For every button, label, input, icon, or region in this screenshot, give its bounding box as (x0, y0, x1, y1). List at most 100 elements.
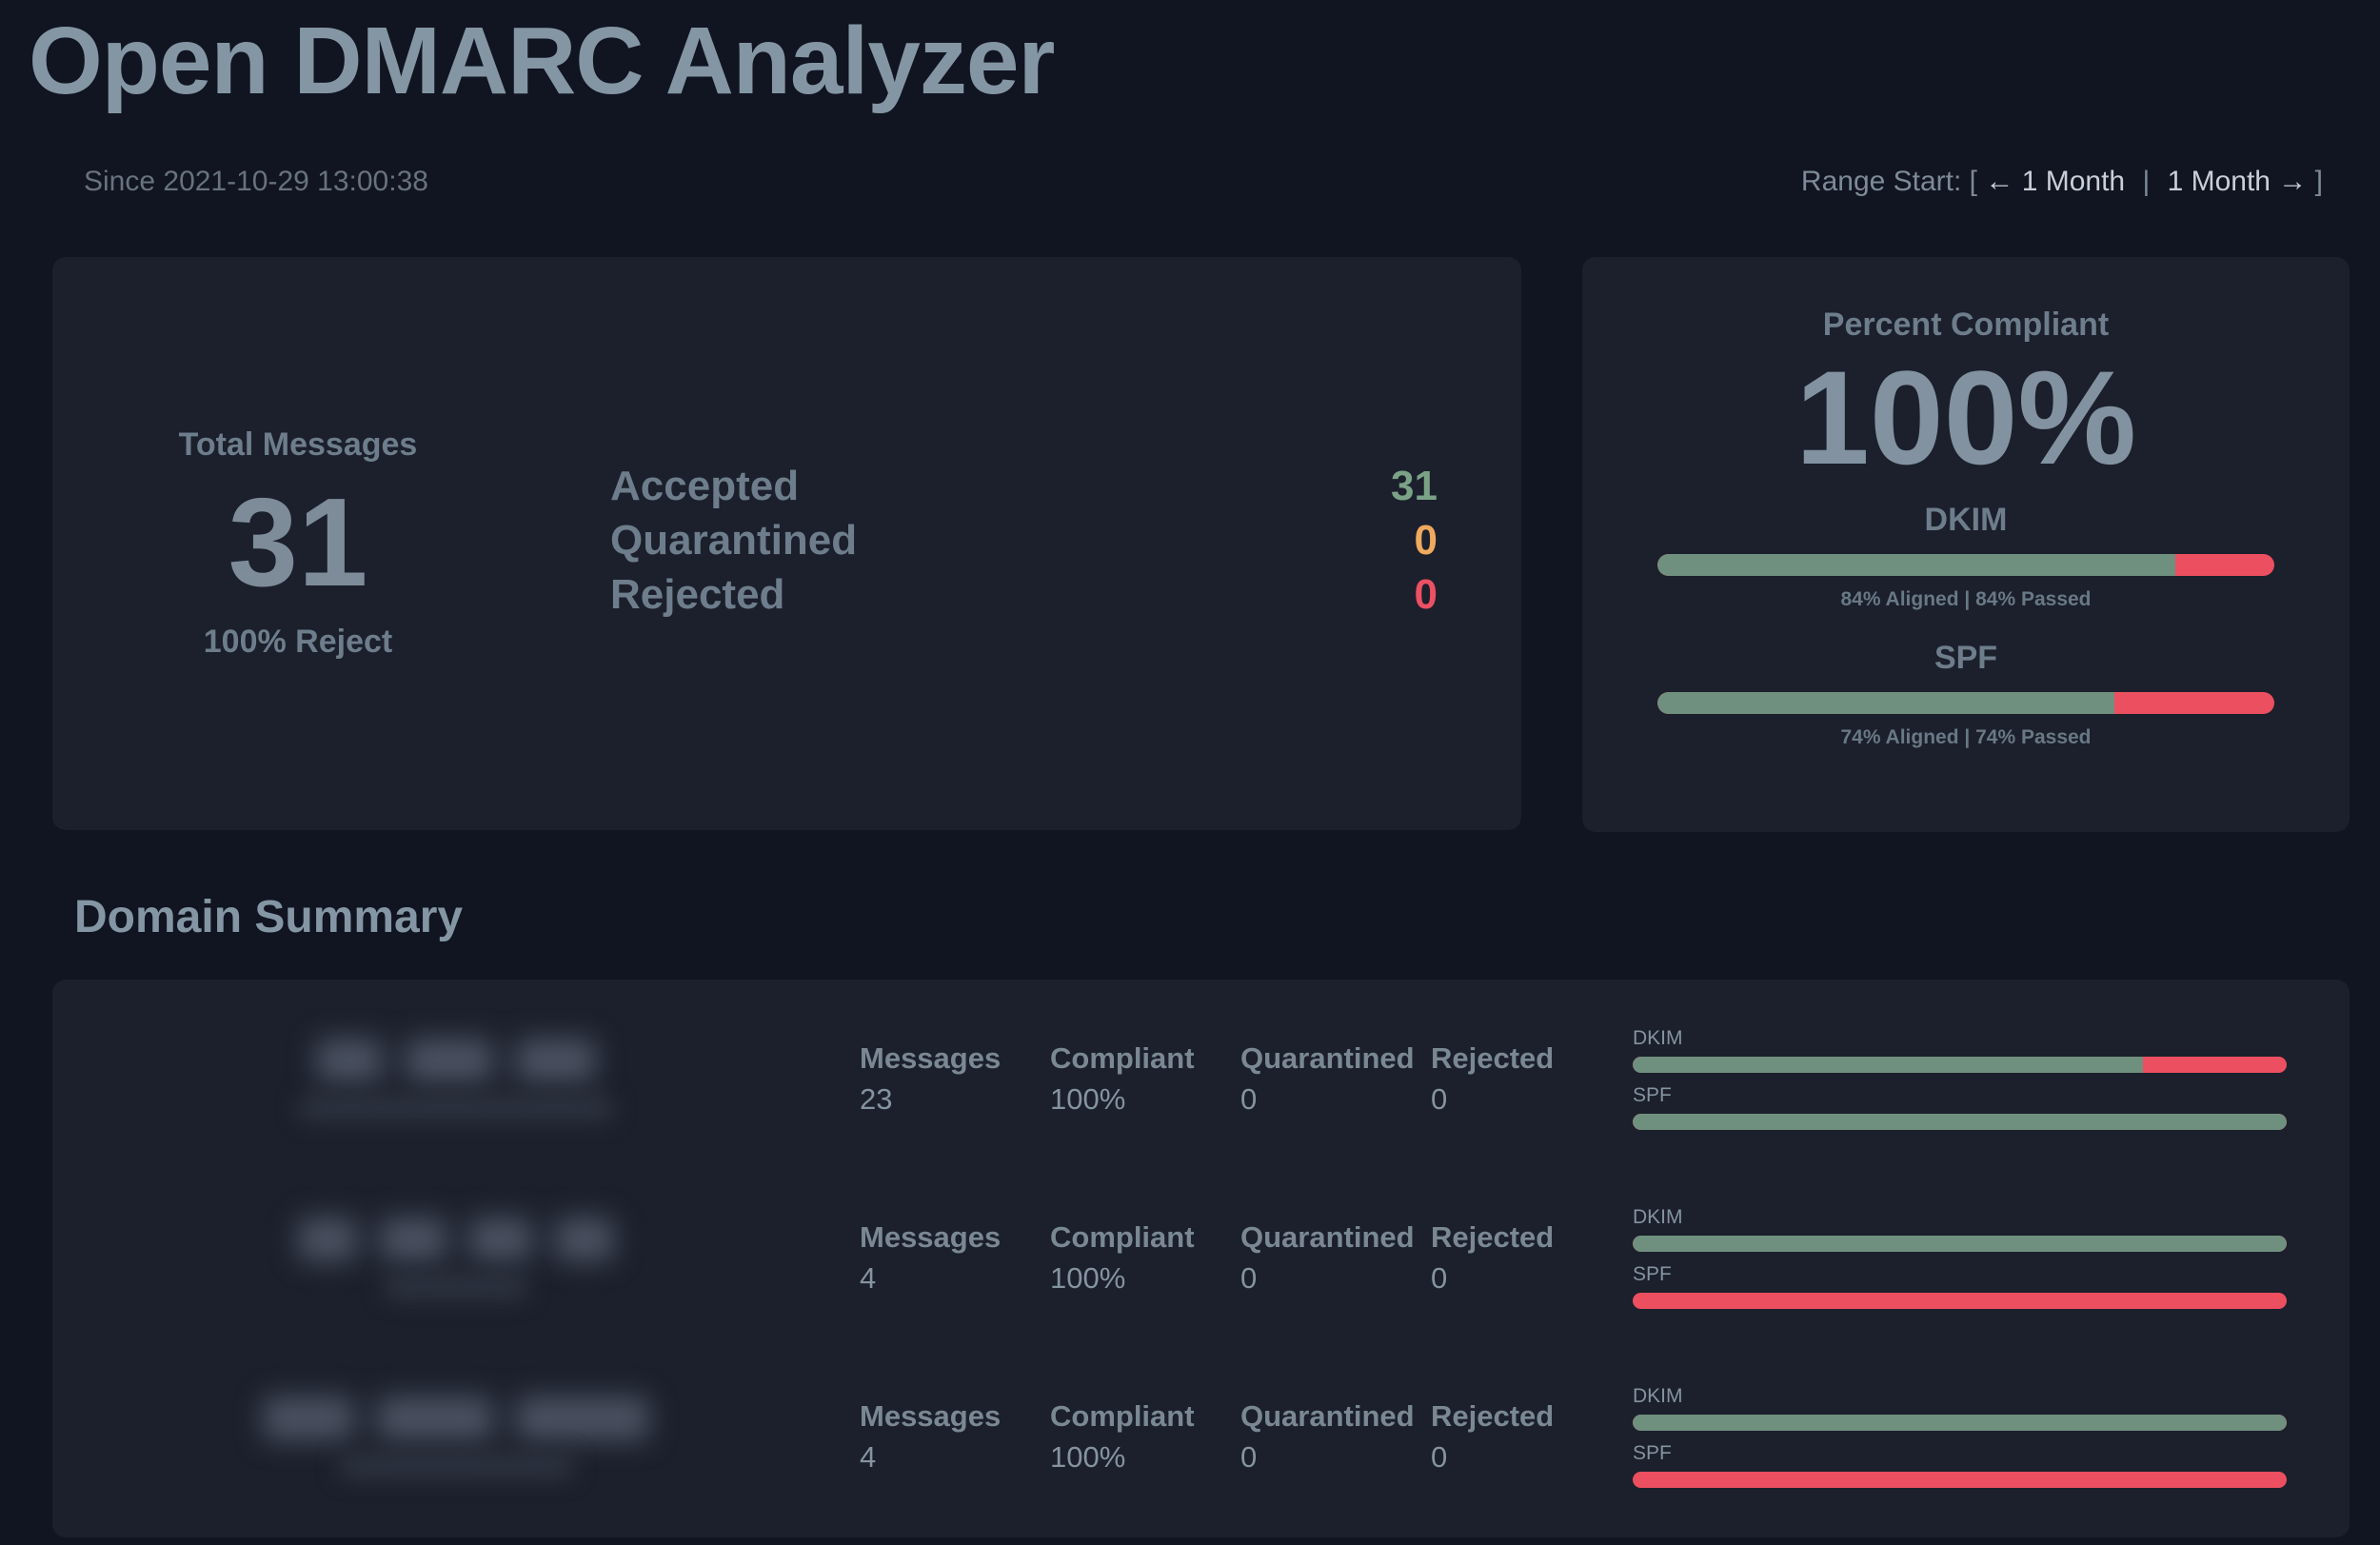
since-timestamp: Since 2021-10-29 13:00:38 (84, 166, 428, 197)
quarantined-stat: Quarantined 0 (1240, 1399, 1431, 1475)
quarantined-value: 0 (1414, 516, 1438, 564)
compliant-header: Compliant (1050, 1219, 1195, 1254)
quarantined-value: 0 (1240, 1260, 1258, 1295)
spf-progress-fill (1657, 692, 2114, 714)
domain-row: Messages 23 Compliant 100% Quarantined 0… (52, 989, 2350, 1168)
spf-caption: 74% Aligned | 74% Passed (1840, 726, 2092, 748)
accepted-value: 31 (1391, 462, 1438, 509)
spf-mini-label: SPF (1633, 1442, 1672, 1464)
total-messages-label: Total Messages (178, 426, 418, 463)
percent-compliant-title: Percent Compliant (1822, 307, 2110, 343)
rejected-value: 0 (1431, 1081, 1448, 1116)
redacted-domain-name (316, 1039, 596, 1082)
dkim-mini-label: DKIM (1633, 1027, 1683, 1049)
spf-mini-bar (1633, 1114, 2287, 1130)
dkim-metric: DKIM 84% Aligned | 84% Passed (1582, 502, 2350, 611)
subheader: Since 2021-10-29 13:00:38 Range Start: [… (84, 166, 2323, 198)
redacted-domain-link[interactable] (52, 1218, 860, 1297)
redacted-domain-name (263, 1396, 649, 1440)
dkim-mini-bar (1633, 1415, 2287, 1431)
messages-header: Messages (860, 1040, 1002, 1075)
quarantined-stat: Quarantined 0 (1240, 1220, 1431, 1296)
page-title: Open DMARC Analyzer (29, 8, 1055, 114)
dkim-progress-bar (1657, 554, 2274, 576)
range-controls: Range Start: [ ← 1 Month | 1 Month → ] (1801, 166, 2323, 198)
dkim-progress-fill (1657, 554, 2176, 576)
redacted-domain-subtext (339, 1456, 573, 1476)
range-next-link[interactable]: 1 Month → (2167, 166, 2308, 197)
dkim-label: DKIM (1924, 502, 2008, 538)
rejected-label: Rejected (610, 570, 785, 618)
overview-cards-row: Total Messages 31 100% Reject Accepted 3… (52, 257, 2350, 832)
compliant-value: 100% (1050, 1439, 1126, 1474)
redacted-domain-subtext (299, 1098, 613, 1119)
spf-mini-fill (1633, 1114, 2287, 1130)
compliant-header: Compliant (1050, 1040, 1195, 1075)
spf-metric: SPF 74% Aligned | 74% Passed (1582, 640, 2350, 749)
compliant-stat: Compliant 100% (1050, 1041, 1240, 1117)
dkim-mini-bar (1633, 1236, 2287, 1252)
messages-header: Messages (860, 1398, 1002, 1433)
redacted-domain-name (298, 1218, 614, 1261)
spf-mini-label: SPF (1633, 1084, 1672, 1106)
quarantined-value: 0 (1240, 1081, 1258, 1116)
rejected-stat: Rejected 0 (1431, 1220, 1621, 1296)
rejected-header: Rejected (1431, 1398, 1555, 1433)
messages-overview-card: Total Messages 31 100% Reject Accepted 3… (52, 257, 1521, 830)
quarantined-header: Quarantined (1240, 1040, 1415, 1075)
compliant-value: 100% (1050, 1260, 1126, 1295)
percent-compliant-value: 100% (1795, 343, 2137, 492)
range-separator: | (2142, 166, 2151, 197)
row-bars: DKIM SPF (1633, 1027, 2287, 1130)
row-bars: DKIM SPF (1633, 1206, 2287, 1309)
percent-compliant-card: Percent Compliant 100% DKIM 84% Aligned … (1582, 257, 2350, 832)
domain-summary-card: Messages 23 Compliant 100% Quarantined 0… (52, 980, 2350, 1537)
domain-row: Messages 4 Compliant 100% Quarantined 0 … (52, 1168, 2350, 1347)
compliant-stat: Compliant 100% (1050, 1399, 1240, 1475)
accepted-label: Accepted (610, 462, 800, 509)
rejected-stat: Rejected 0 (1431, 1399, 1621, 1475)
messages-header: Messages (860, 1219, 1002, 1254)
spf-progress-bar (1657, 692, 2274, 714)
range-suffix: ] (2314, 166, 2323, 197)
domain-summary-title: Domain Summary (74, 892, 464, 942)
range-prev-link[interactable]: ← 1 Month (1985, 166, 2126, 197)
spf-mini-bar (1633, 1293, 2287, 1309)
dkim-mini-fill (1633, 1415, 2287, 1431)
rejected-header: Rejected (1431, 1040, 1555, 1075)
dkim-caption: 84% Aligned | 84% Passed (1840, 588, 2092, 610)
rejected-header: Rejected (1431, 1219, 1555, 1254)
redacted-domain-link[interactable] (52, 1039, 860, 1119)
messages-value: 4 (860, 1439, 877, 1474)
spf-label: SPF (1934, 640, 1998, 676)
spf-mini-label: SPF (1633, 1263, 1672, 1285)
dkim-mini-label: DKIM (1633, 1385, 1683, 1407)
policy-label: 100% Reject (203, 624, 393, 661)
redacted-domain-link[interactable] (52, 1396, 860, 1476)
messages-stat: Messages 23 (860, 1041, 1050, 1117)
domain-row: Messages 4 Compliant 100% Quarantined 0 … (52, 1347, 2350, 1526)
quarantined-header: Quarantined (1240, 1398, 1415, 1433)
rejected-stat: Rejected 0 (1431, 1041, 1621, 1117)
disposition-accepted: Accepted 31 (610, 463, 1438, 517)
quarantined-header: Quarantined (1240, 1219, 1415, 1254)
compliant-header: Compliant (1050, 1398, 1195, 1433)
dkim-mini-bar (1633, 1057, 2287, 1073)
dkim-mini-fill (1633, 1057, 2143, 1073)
disposition-quarantined: Quarantined 0 (610, 517, 1438, 571)
rejected-value: 0 (1431, 1260, 1448, 1295)
rejected-value: 0 (1431, 1439, 1448, 1474)
compliant-value: 100% (1050, 1081, 1126, 1116)
redacted-domain-subtext (385, 1277, 527, 1297)
row-bars: DKIM SPF (1633, 1385, 2287, 1488)
total-messages-block: Total Messages 31 100% Reject (108, 426, 488, 662)
disposition-rejected: Rejected 0 (610, 571, 1438, 625)
messages-value: 4 (860, 1260, 877, 1295)
dkim-mini-fill (1633, 1236, 2287, 1252)
total-messages-value: 31 (228, 471, 368, 612)
dispositions-list: Accepted 31 Quarantined 0 Rejected 0 (610, 463, 1438, 625)
quarantined-stat: Quarantined 0 (1240, 1041, 1431, 1117)
range-prefix: Range Start: [ (1800, 166, 1978, 197)
rejected-value: 0 (1414, 570, 1438, 618)
